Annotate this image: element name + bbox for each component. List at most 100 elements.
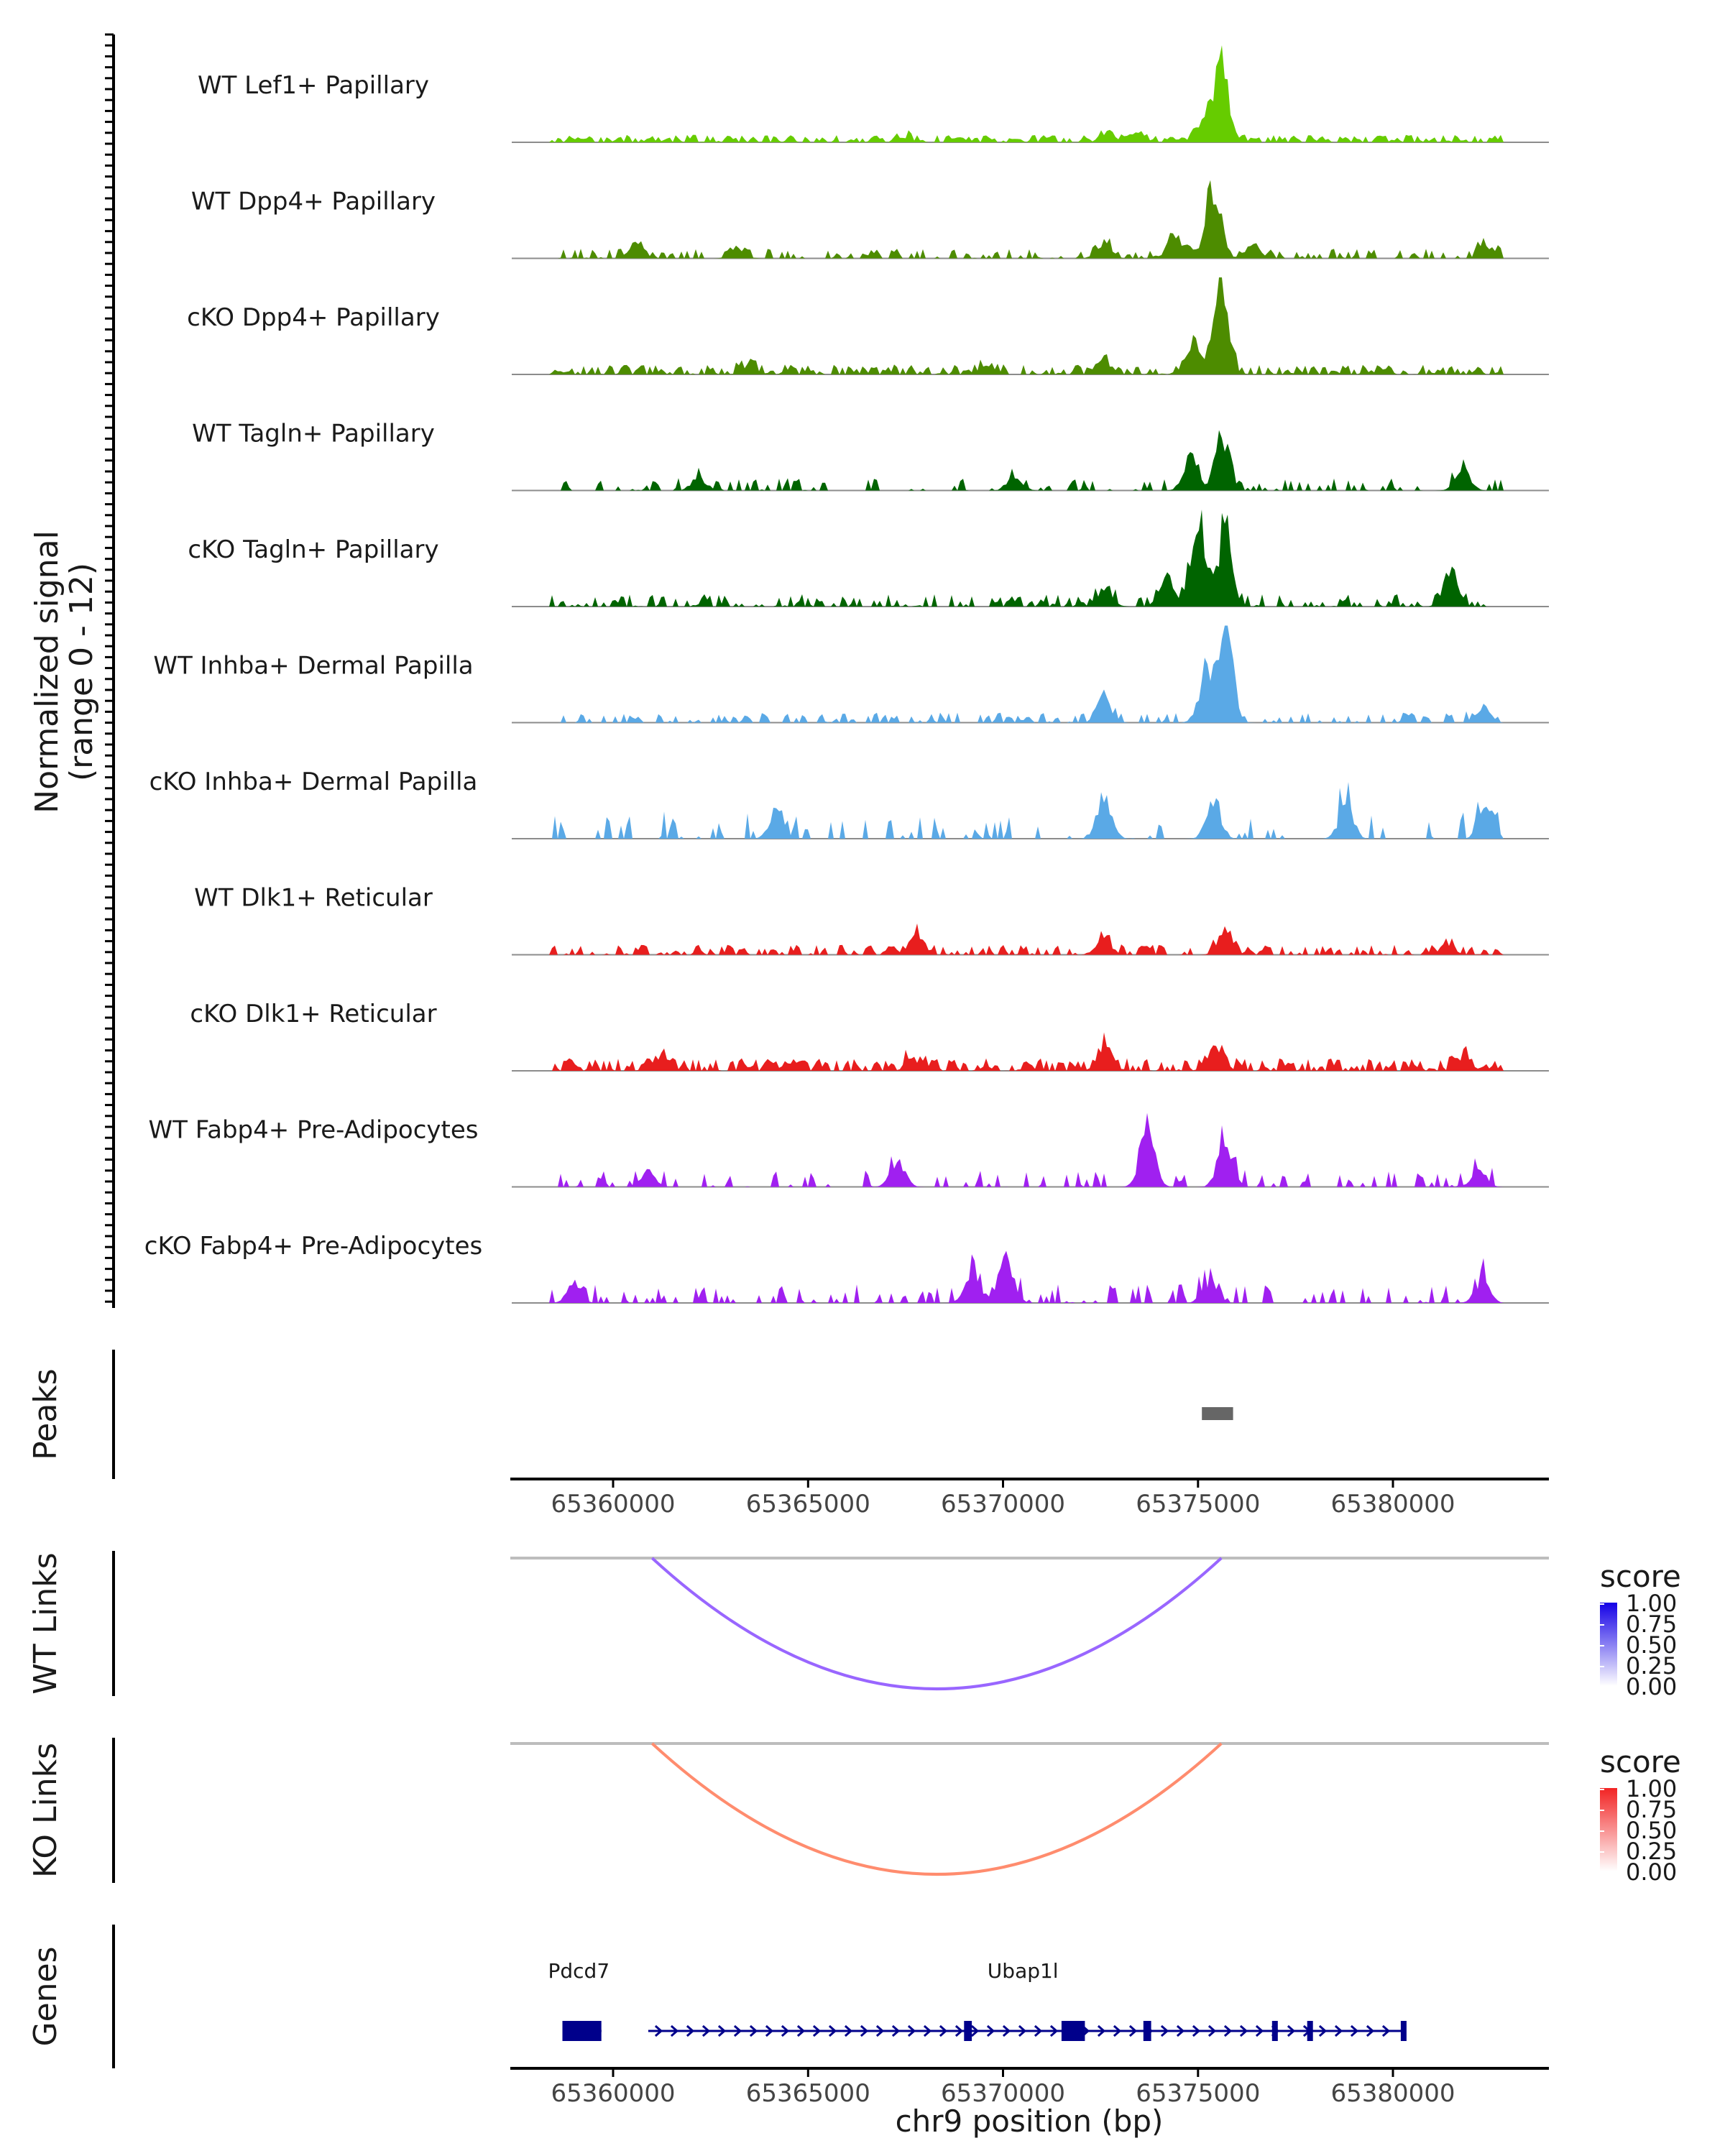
strand-chevron-icon xyxy=(733,2024,742,2037)
strand-chevron-icon xyxy=(1002,2024,1011,2037)
gene-exon xyxy=(1400,2021,1407,2041)
position-axis-top-ticks: 65360000 65365000 65370000 65375000 65380000 xyxy=(551,1479,1455,1519)
legend-tick-label: 0.50 xyxy=(1626,1817,1677,1844)
strand-chevron-icon xyxy=(1350,2024,1359,2037)
position-axis-top: 65360000 65365000 65370000 65375000 65380000 xyxy=(510,1478,1549,1519)
coverage-signal xyxy=(512,430,1549,491)
strand-chevron-icon xyxy=(686,2024,695,2037)
coverage-track-label: WT Fabp4+ Pre-Adipocytes xyxy=(149,1116,479,1145)
gene-model: Ubap1l xyxy=(648,1959,1407,2041)
coverage-track: WT Dpp4+ Papillary xyxy=(191,180,1549,259)
peaks-panel-label: Peaks xyxy=(27,1368,64,1460)
strand-chevron-icon xyxy=(1208,2024,1217,2037)
legend-tick-label: 0.00 xyxy=(1626,1673,1677,1700)
coverage-signal xyxy=(512,510,1549,607)
legend-tick-label: 0.00 xyxy=(1626,1858,1677,1886)
gene-exon xyxy=(1271,2021,1278,2041)
strand-chevron-icon xyxy=(844,2024,853,2037)
coverage-track-label: WT Dlk1+ Reticular xyxy=(194,884,433,913)
coverage-track-label: WT Tagln+ Papillary xyxy=(192,420,435,448)
strand-chevron-icon xyxy=(1287,2024,1296,2037)
x-axis-tick-label: 65380000 xyxy=(1330,2079,1455,2108)
coverage-signal xyxy=(512,1250,1549,1303)
strand-chevron-icon xyxy=(1018,2024,1027,2037)
x-axis-tick-label: 65370000 xyxy=(941,2079,1065,2108)
coverage-signal xyxy=(512,782,1549,839)
strand-chevron-icon xyxy=(1255,2024,1264,2037)
strand-chevron-icon xyxy=(891,2024,901,2037)
strand-chevron-icon xyxy=(702,2024,711,2037)
wt-links-panel: WT Links score 1.000.750.500.250.00 xyxy=(27,1551,1681,1700)
gene-exon xyxy=(1143,2021,1151,2041)
coverage-signal xyxy=(512,45,1549,142)
strand-chevron-icon xyxy=(860,2024,869,2037)
strand-chevron-icon xyxy=(1128,2024,1138,2037)
wt-links-panel-label: WT Links xyxy=(27,1552,64,1694)
gene-models: Pdcd7 Ubap1l xyxy=(548,1959,1407,2041)
strand-chevron-icon xyxy=(654,2024,663,2037)
coverage-signal xyxy=(512,923,1549,955)
coverage-track: WT Inhba+ Dermal Papilla xyxy=(153,625,1549,724)
strand-chevron-icon xyxy=(1113,2024,1122,2037)
x-axis-tick-label: 65375000 xyxy=(1136,2079,1260,2108)
strand-chevron-icon xyxy=(954,2024,964,2037)
strand-chevron-icon xyxy=(986,2024,995,2037)
legend-tick-label: 0.25 xyxy=(1626,1652,1677,1680)
wt-link-arc xyxy=(650,1557,1223,1690)
coverage-signal xyxy=(512,1112,1549,1187)
strand-chevron-icon xyxy=(765,2024,774,2037)
strand-chevron-icon xyxy=(812,2024,822,2037)
x-axis-tick-label: 65370000 xyxy=(941,1490,1065,1519)
wt-legend-ticks: 1.000.750.500.250.00 xyxy=(1600,1590,1677,1700)
coverage-track-label: cKO Dpp4+ Papillary xyxy=(187,303,440,332)
x-axis-tick-label: 65375000 xyxy=(1136,1490,1260,1519)
coverage-signal xyxy=(512,277,1549,374)
peak-intervals xyxy=(1202,1407,1233,1420)
gene-exon xyxy=(562,2021,602,2041)
strand-chevron-icon xyxy=(828,2024,837,2037)
strand-chevron-icon xyxy=(907,2024,916,2037)
strand-chevron-icon xyxy=(1049,2024,1059,2037)
strand-chevron-icon xyxy=(923,2024,932,2037)
legend-tick-label: 0.75 xyxy=(1626,1611,1677,1638)
strand-chevron-icon xyxy=(670,2024,679,2037)
coverage-track: cKO Tagln+ Papillary xyxy=(188,510,1549,607)
gene-exon xyxy=(1061,2021,1085,2041)
gene-exon xyxy=(1307,2021,1313,2041)
strand-chevron-icon xyxy=(1318,2024,1328,2037)
strand-chevron-icon xyxy=(1034,2024,1043,2037)
wt-legend-colorbar xyxy=(1600,1603,1617,1686)
strand-chevron-icon xyxy=(1160,2024,1169,2037)
coverage-y-range-label: (range 0 - 12) xyxy=(63,563,100,781)
coverage-tracks: WT Lef1+ Papillary WT Dpp4+ Papillary cKO … xyxy=(144,45,1549,1304)
ko-score-legend: score 1.000.750.500.250.00 xyxy=(1600,1744,1681,1886)
x-axis-tick-label: 65365000 xyxy=(746,1490,870,1519)
coverage-track: WT Lef1+ Papillary xyxy=(198,45,1549,143)
legend-tick-label: 1.00 xyxy=(1626,1775,1677,1802)
coverage-panel: Normalized signal (range 0 - 12) WT Lef1… xyxy=(29,33,1549,1308)
x-axis-tick-label: 65360000 xyxy=(551,2079,675,2108)
coverage-track: WT Tagln+ Papillary xyxy=(192,420,1549,492)
genes-panel: Genes Pdcd7 Ubap1l xyxy=(27,1925,1407,2068)
gene-model: Pdcd7 xyxy=(548,1959,610,2041)
ko-legend-title: score xyxy=(1600,1744,1681,1779)
coverage-track: cKO Fabp4+ Pre-Adipocytes xyxy=(144,1232,1549,1304)
x-axis-tick-label: 65360000 xyxy=(551,1490,675,1519)
ko-links-panel: KO Links score 1.000.750.500.250.00 xyxy=(27,1738,1681,1886)
coverage-signal xyxy=(512,180,1549,259)
position-axis-bottom-ticks: 65360000 65365000 65370000 65375000 65380000 xyxy=(551,2068,1455,2108)
coverage-track-label: WT Inhba+ Dermal Papilla xyxy=(153,652,473,681)
coverage-signal xyxy=(512,625,1549,723)
strand-chevron-icon xyxy=(1239,2024,1248,2037)
coverage-y-label: Normalized signal xyxy=(29,530,65,814)
peak-interval xyxy=(1202,1407,1233,1420)
ko-links-panel-label: KO Links xyxy=(27,1743,64,1878)
ko-legend-colorbar xyxy=(1600,1788,1617,1871)
strand-chevron-icon xyxy=(1192,2024,1201,2037)
coverage-track: WT Fabp4+ Pre-Adipocytes xyxy=(149,1112,1549,1188)
strand-chevron-icon xyxy=(1334,2024,1343,2037)
coverage-track-label: WT Dpp4+ Papillary xyxy=(191,188,436,216)
strand-chevron-icon xyxy=(970,2024,980,2037)
strand-chevron-icon xyxy=(749,2024,758,2037)
